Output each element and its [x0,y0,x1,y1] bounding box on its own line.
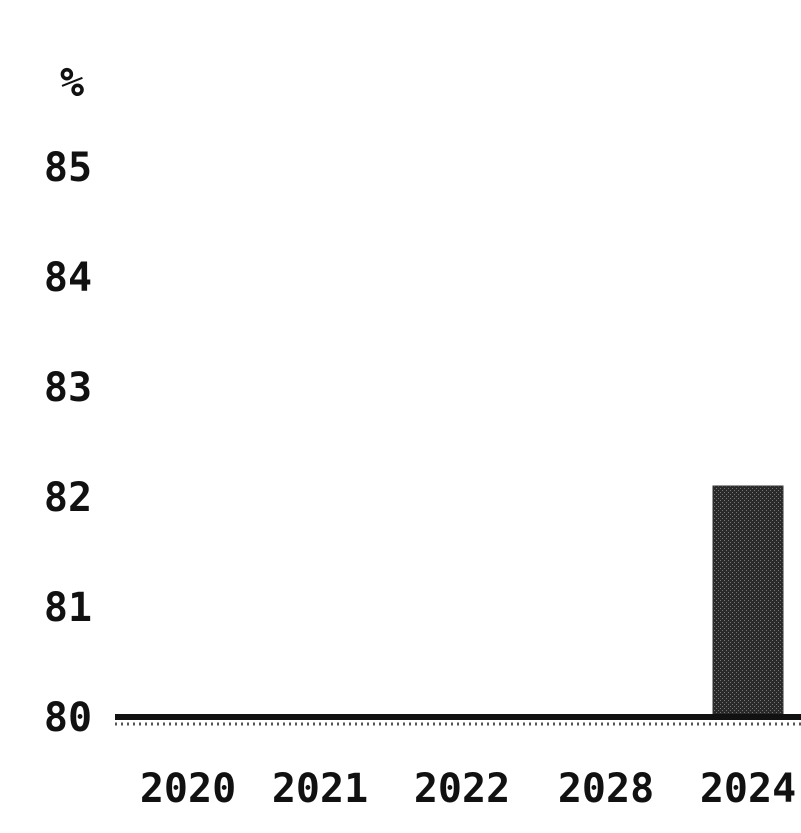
y-tick-label: 84 [44,255,92,301]
y-tick-label: 80 [44,695,92,741]
y-axis-top-label: % [60,60,84,106]
bars [712,485,784,718]
x-axis: 2020 2021 2022 2028 2024 [115,714,801,812]
x-tick-label: 2021 [272,766,368,812]
y-tick-label: 83 [44,365,92,411]
bar-2024 [712,485,784,718]
y-axis: 80 81 82 83 84 85% [44,60,92,741]
x-tick-label: 2020 [140,766,236,812]
x-tick-label: 2028 [558,766,654,812]
y-tick-label: 81 [44,585,92,631]
x-tick-label: 2022 [414,766,510,812]
x-tick-label: 2024 [700,766,796,812]
y-tick-label: 82 [44,475,92,521]
y-tick-label: 85 [44,145,92,191]
